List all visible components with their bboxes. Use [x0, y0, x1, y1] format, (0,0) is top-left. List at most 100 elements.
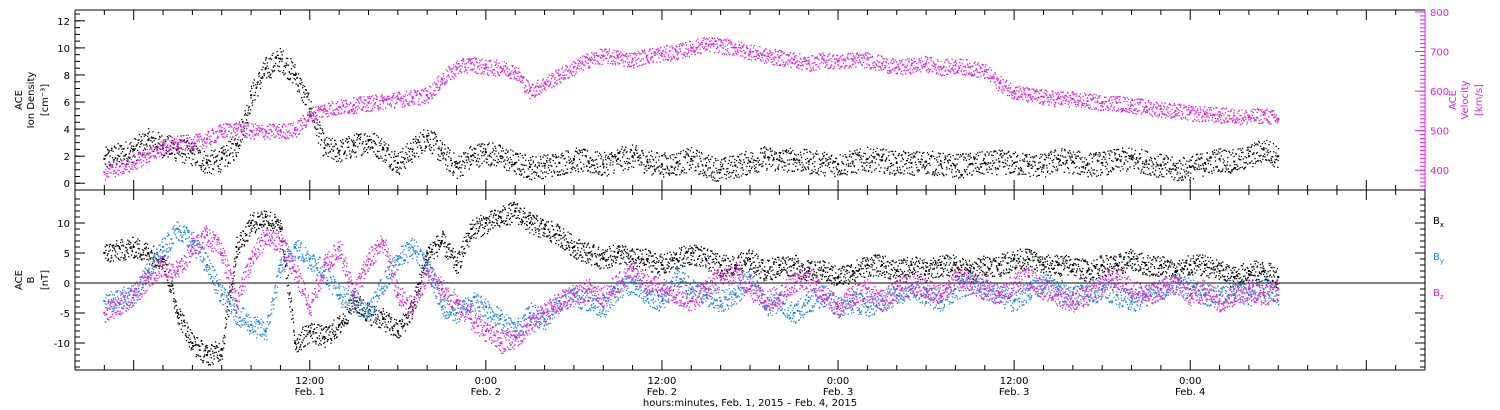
density-sample [901, 154, 903, 156]
density-sample [300, 97, 303, 99]
density-sample [1241, 147, 1244, 150]
density-sample [732, 165, 734, 167]
velocity-sample [225, 129, 227, 131]
density-sample [1153, 157, 1156, 160]
velocity-sample [343, 111, 345, 114]
density-sample [553, 170, 555, 172]
density-sample [1181, 176, 1184, 179]
density-sample [258, 73, 260, 75]
density-sample [290, 58, 292, 60]
density-sample [1020, 166, 1022, 169]
density-sample [758, 159, 761, 162]
density-sample [1043, 167, 1045, 169]
velocity-sample [474, 57, 476, 59]
density-sample [1006, 152, 1008, 155]
density-point [162, 144, 165, 147]
density-sample [1055, 166, 1058, 168]
density-sample [651, 156, 653, 158]
density-sample [1102, 151, 1104, 154]
density-sample [486, 162, 488, 164]
density-sample [325, 153, 327, 155]
density-sample [624, 162, 627, 164]
velocity-sample [277, 133, 280, 136]
density-sample [951, 171, 953, 173]
velocity-sample [343, 99, 345, 102]
density-sample [725, 174, 728, 176]
density-sample [819, 166, 822, 168]
density-sample [968, 158, 970, 161]
density-sample [1157, 165, 1159, 167]
velocity-sample [703, 48, 705, 50]
density-sample [1131, 156, 1133, 158]
density-sample [1122, 150, 1125, 153]
density-sample [406, 157, 409, 159]
velocity-sample [664, 51, 667, 53]
velocity-sample [446, 76, 448, 78]
density-sample [1038, 174, 1041, 177]
velocity-sample [568, 70, 570, 72]
density-sample [1261, 148, 1263, 150]
velocity-sample [182, 139, 184, 141]
density-sample [1016, 161, 1018, 163]
velocity-point [294, 128, 297, 131]
density-sample [1228, 150, 1230, 152]
density-sample [1189, 179, 1191, 181]
velocity-sample [459, 65, 461, 67]
velocity-sample [618, 53, 620, 55]
density-sample [790, 151, 793, 153]
velocity-sample [263, 128, 266, 131]
velocity-sample [539, 90, 541, 92]
density-sample [1264, 156, 1266, 158]
velocity-sample [701, 46, 703, 48]
velocity-sample [606, 51, 608, 53]
density-sample [295, 83, 297, 85]
density-sample [1136, 161, 1138, 164]
density-sample [1128, 147, 1130, 149]
density-sample [224, 149, 226, 151]
velocity-sample [633, 64, 636, 66]
velocity-sample [117, 173, 120, 175]
density-sample [688, 168, 691, 171]
density-sample [347, 141, 349, 143]
density-sample [1178, 179, 1180, 181]
density-sample [118, 160, 120, 163]
velocity-sample [468, 59, 470, 61]
velocity-sample [203, 137, 206, 139]
velocity-sample [344, 110, 346, 112]
density-sample [1061, 148, 1063, 150]
density-sample [631, 156, 633, 158]
density-sample [1056, 158, 1058, 160]
density-sample [550, 171, 553, 173]
density-sample [359, 133, 361, 136]
density-sample [749, 169, 751, 172]
velocity-sample [600, 57, 602, 60]
density-sample [960, 174, 962, 176]
density-sample [915, 164, 917, 166]
density-sample [825, 158, 827, 160]
density-sample [754, 170, 756, 172]
velocity-sample [106, 176, 108, 179]
velocity-sample [261, 128, 264, 131]
density-sample [1276, 158, 1278, 161]
density-sample [500, 161, 502, 163]
density-sample [1148, 159, 1151, 161]
velocity-sample [266, 135, 268, 138]
velocity-sample [317, 107, 320, 110]
velocity-sample [104, 173, 106, 176]
density-sample [551, 155, 554, 157]
density-sample [527, 168, 529, 170]
velocity-sample [223, 127, 225, 130]
velocity-sample [326, 109, 328, 112]
velocity-sample [245, 132, 247, 135]
velocity-sample [335, 102, 338, 105]
density-sample [468, 159, 470, 161]
density-sample [1263, 147, 1265, 149]
velocity-sample [174, 138, 176, 140]
velocity-sample [286, 137, 288, 139]
density-sample [868, 156, 871, 158]
density-sample [1240, 155, 1243, 158]
velocity-sample [669, 46, 671, 48]
density-sample [1162, 161, 1164, 163]
velocity-point [1027, 94, 1030, 97]
density-sample [363, 151, 365, 153]
